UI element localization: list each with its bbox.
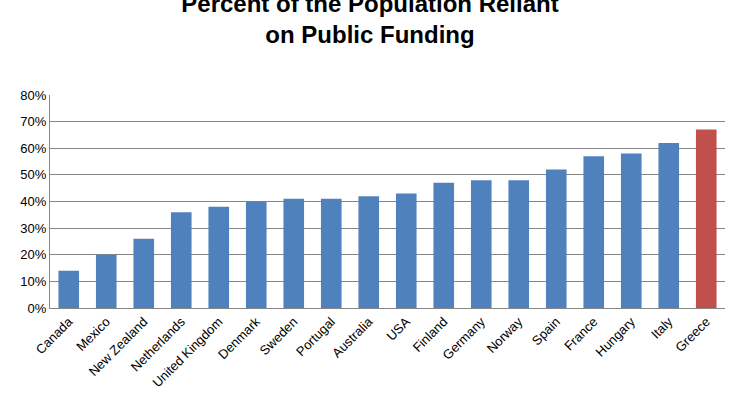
svg-text:Italy: Italy <box>648 314 676 342</box>
svg-text:United Kingdom: United Kingdom <box>149 314 225 390</box>
svg-text:USA: USA <box>383 314 413 344</box>
svg-text:New Zealand: New Zealand <box>86 314 151 379</box>
svg-text:50%: 50% <box>20 167 46 182</box>
svg-text:Germany: Germany <box>440 314 489 363</box>
svg-text:France: France <box>561 314 600 353</box>
svg-text:40%: 40% <box>20 194 46 209</box>
svg-text:10%: 10% <box>20 274 46 289</box>
svg-text:0%: 0% <box>28 301 47 316</box>
svg-text:Australia: Australia <box>329 314 376 361</box>
svg-text:Norway: Norway <box>484 314 526 356</box>
svg-text:Mexico: Mexico <box>73 314 113 354</box>
svg-text:Netherlands: Netherlands <box>128 314 189 375</box>
svg-text:Canada: Canada <box>33 314 76 357</box>
svg-text:60%: 60% <box>20 141 46 156</box>
svg-text:30%: 30% <box>20 221 46 236</box>
svg-text:70%: 70% <box>20 114 46 129</box>
svg-text:80%: 80% <box>20 88 46 103</box>
svg-text:Denmark: Denmark <box>215 314 263 362</box>
svg-text:Percent of the Population Reli: Percent of the Population Relianton Publ… <box>181 0 558 48</box>
svg-text:20%: 20% <box>20 247 46 262</box>
svg-text:Greece: Greece <box>672 314 713 355</box>
svg-text:Spain: Spain <box>529 314 563 348</box>
svg-text:Finland: Finland <box>410 314 451 355</box>
svg-text:Sweden: Sweden <box>257 314 301 358</box>
svg-text:Hungary: Hungary <box>593 314 639 360</box>
svg-text:Portugal: Portugal <box>293 314 338 359</box>
